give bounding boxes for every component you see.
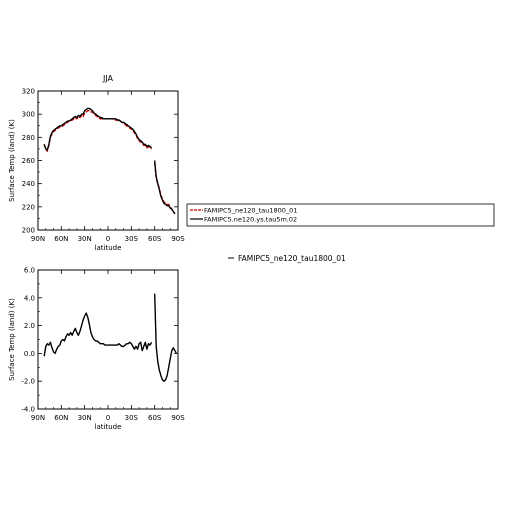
x-tick-label: 90S — [171, 414, 185, 422]
x-tick-label: 60N — [54, 414, 68, 422]
x-tick-label: 60S — [148, 235, 162, 243]
legend-label: FAMIPC5_ne120_tau1800_01 — [238, 254, 346, 263]
y-tick-label: 220 — [22, 203, 35, 211]
x-tick-label: 0 — [106, 414, 110, 422]
series-line-1-segment-1 — [43, 312, 153, 357]
x-tick-label: 90N — [31, 235, 45, 243]
series-line-2-segment-1 — [43, 107, 153, 151]
series-line-1-segment-2 — [154, 162, 176, 215]
series-line-2-segment-2 — [154, 160, 176, 215]
y-tick-label: -2.0 — [21, 378, 35, 386]
chart-panel-1: JJA 90N 60N 30N 0 30S 60S 90S 200 220 240 260 280 300… — [8, 74, 495, 252]
y-tick-label: 260 — [22, 157, 35, 165]
y-tick-label: 6.0 — [24, 267, 35, 275]
legend-label: FAMIPC5.ne120.ys.tau5m.02 — [204, 216, 297, 224]
y-tick-label: 2.0 — [24, 322, 35, 330]
legend-label: FAMIPC5_ne120_tau1800_01 — [204, 207, 297, 215]
y-tick-label: 300 — [22, 111, 35, 119]
x-tick-label: 90S — [171, 235, 185, 243]
y-axis-label: Surface Temp (land) (K) — [8, 298, 16, 381]
y-tick-label: 200 — [22, 227, 35, 235]
y-tick-label: -4.0 — [21, 406, 35, 414]
x-tick-label: 30N — [78, 414, 92, 422]
x-tick-label: 0 — [106, 235, 110, 243]
chart-panel-2: 90N 60N 30N 0 30S 60S 90S -4.0 -2.0 0.0 2.0 4.0 6.0 l… — [8, 254, 346, 431]
x-axis-label: latitude — [95, 244, 122, 252]
y-tick-label: 0.0 — [24, 350, 35, 358]
legend-box — [186, 203, 495, 227]
x-axis-label: latitude — [95, 423, 122, 431]
x-tick-label: 90N — [31, 414, 45, 422]
y-tick-label: 280 — [22, 134, 35, 142]
x-tick-label: 60S — [148, 414, 162, 422]
plot-frame — [37, 269, 179, 410]
x-tick-label: 30N — [78, 235, 92, 243]
y-tick-label: 320 — [22, 88, 35, 96]
x-tick-label: 30S — [125, 414, 139, 422]
y-tick-label: 4.0 — [24, 294, 35, 302]
x-tick-label: 60N — [54, 235, 68, 243]
chart-title: JJA — [102, 74, 114, 83]
x-tick-label: 30S — [125, 235, 139, 243]
y-tick-label: 240 — [22, 180, 35, 188]
plot-frame — [37, 90, 179, 231]
series-line-1-segment-2 — [154, 293, 178, 382]
y-axis-label: Surface Temp (land) (K) — [8, 119, 16, 202]
